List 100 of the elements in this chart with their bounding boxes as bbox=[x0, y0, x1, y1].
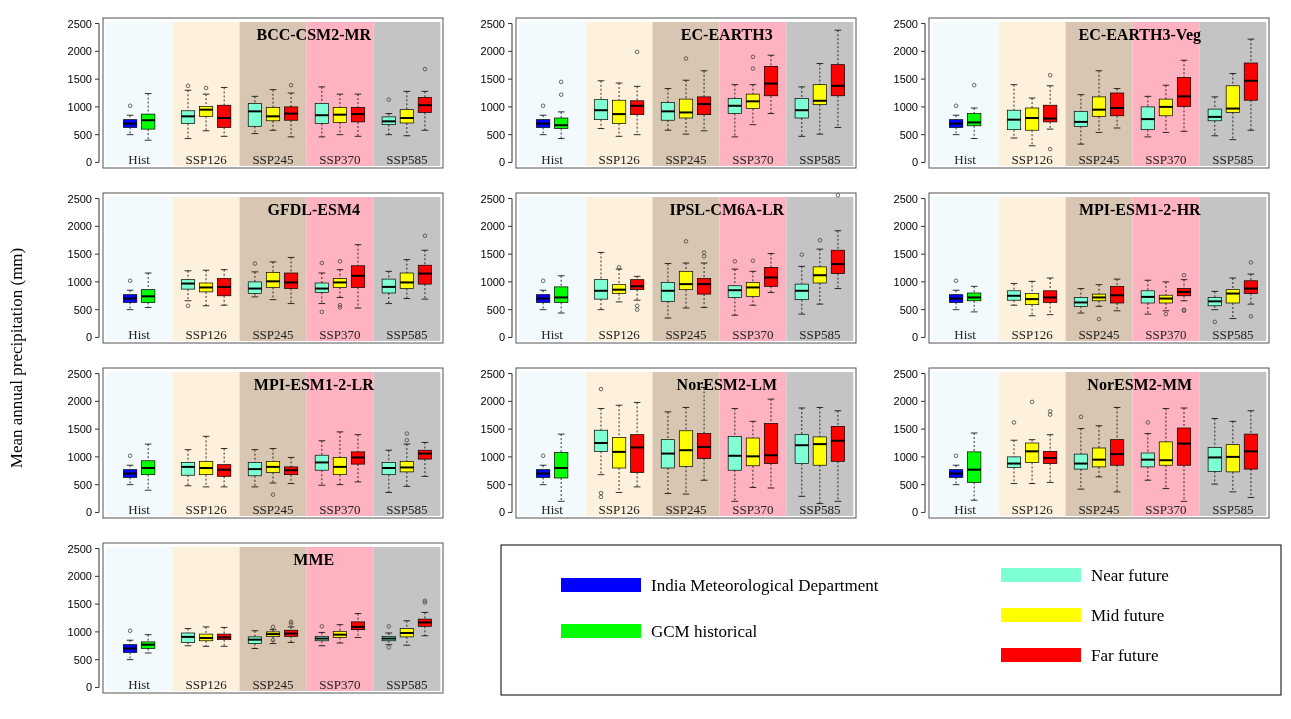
x-tick-label: SSP370 bbox=[732, 327, 774, 342]
x-tick-label: Hist bbox=[128, 327, 151, 342]
y-tick-label: 2000 bbox=[67, 395, 92, 408]
x-tick-label: SSP585 bbox=[1212, 502, 1254, 517]
x-tick-label: SSP585 bbox=[1212, 327, 1254, 342]
legend-label: Near future bbox=[1091, 566, 1169, 585]
y-tick-label: 1500 bbox=[480, 248, 505, 261]
y-tick-label: 500 bbox=[899, 303, 918, 316]
text: EC-EARTH3 bbox=[680, 26, 773, 44]
y-tick-label: 2000 bbox=[480, 220, 505, 233]
text: GFDL-ESM4 bbox=[267, 201, 361, 219]
y-tick-label: 1000 bbox=[480, 450, 505, 463]
y-tick-label: 1500 bbox=[67, 598, 92, 611]
y-tick-label: 500 bbox=[73, 303, 92, 316]
x-tick-label: SSP126 bbox=[185, 152, 228, 167]
y-tick-label: 0 bbox=[85, 506, 92, 519]
x-tick-label: SSP585 bbox=[386, 327, 428, 342]
y-tick-label: 0 bbox=[911, 506, 918, 519]
x-tick-label: SSP126 bbox=[1011, 327, 1054, 342]
x-tick-label: SSP585 bbox=[386, 677, 428, 692]
y-tick-label: 0 bbox=[498, 156, 505, 169]
y-tick-label: 1000 bbox=[480, 100, 505, 113]
x-tick-label: SSP126 bbox=[598, 327, 641, 342]
y-tick-label: 500 bbox=[73, 478, 92, 491]
x-tick-label: SSP585 bbox=[799, 502, 841, 517]
y-tick-label: 1000 bbox=[893, 100, 918, 113]
y-tick-label: 500 bbox=[899, 128, 918, 141]
x-tick-label: SSP245 bbox=[252, 152, 294, 167]
y-tick-label: 2500 bbox=[67, 367, 92, 380]
y-tick-label: 0 bbox=[498, 331, 505, 344]
y-tick-label: 1500 bbox=[480, 73, 505, 86]
y-tick-label: 2000 bbox=[67, 220, 92, 233]
x-tick-label: Hist bbox=[128, 677, 151, 692]
y-tick-label: 1000 bbox=[67, 450, 92, 463]
x-tick-label: SSP370 bbox=[319, 152, 361, 167]
text: BCC-CSM2-MR bbox=[256, 26, 372, 44]
y-tick-label: 500 bbox=[486, 478, 505, 491]
x-tick-label: SSP585 bbox=[386, 502, 428, 517]
y-tick-label: 0 bbox=[498, 506, 505, 519]
x-tick-label: SSP370 bbox=[732, 152, 774, 167]
y-tick-label: 1500 bbox=[893, 248, 918, 261]
x-tick-label: SSP370 bbox=[1145, 152, 1187, 167]
x-tick-label: SSP245 bbox=[252, 677, 294, 692]
x-tick-label: SSP370 bbox=[732, 502, 774, 517]
x-tick-label: Hist bbox=[128, 152, 151, 167]
x-tick-label: Hist bbox=[954, 502, 977, 517]
x-tick-label: Hist bbox=[954, 152, 977, 167]
x-tick-label: SSP126 bbox=[185, 327, 228, 342]
y-tick-label: 1500 bbox=[67, 423, 92, 436]
x-tick-label: SSP245 bbox=[252, 327, 294, 342]
y-tick-label: 2000 bbox=[893, 395, 918, 408]
x-tick-label: SSP245 bbox=[665, 327, 707, 342]
x-tick-label: Hist bbox=[954, 327, 977, 342]
y-tick-label: 500 bbox=[73, 653, 92, 666]
y-axis-title: Mean annual precipitation (mm) bbox=[7, 247, 26, 469]
x-tick-label: Hist bbox=[128, 502, 151, 517]
y-tick-label: 2000 bbox=[893, 45, 918, 58]
y-tick-label: 2500 bbox=[893, 192, 918, 205]
x-tick-label: SSP370 bbox=[319, 677, 361, 692]
text: MME bbox=[293, 551, 335, 569]
y-tick-label: 0 bbox=[85, 156, 92, 169]
x-tick-label: Hist bbox=[541, 152, 564, 167]
y-tick-label: 0 bbox=[85, 681, 92, 694]
x-tick-label: SSP126 bbox=[1011, 152, 1054, 167]
y-tick-label: 1500 bbox=[893, 423, 918, 436]
y-tick-label: 2000 bbox=[893, 220, 918, 233]
y-tick-label: 2500 bbox=[480, 192, 505, 205]
x-tick-label: SSP126 bbox=[598, 502, 641, 517]
x-tick-label: Hist bbox=[541, 327, 564, 342]
legend-label: India Meteorological Department bbox=[651, 576, 879, 595]
x-tick-label: SSP585 bbox=[799, 152, 841, 167]
y-tick-label: 500 bbox=[486, 303, 505, 316]
y-tick-label: 1500 bbox=[67, 248, 92, 261]
y-tick-label: 1000 bbox=[893, 450, 918, 463]
y-tick-label: 0 bbox=[911, 331, 918, 344]
x-tick-label: SSP585 bbox=[1212, 152, 1254, 167]
y-tick-label: 2500 bbox=[893, 367, 918, 380]
text: NorESM2-MM bbox=[1087, 376, 1193, 394]
x-tick-label: SSP126 bbox=[1011, 502, 1054, 517]
y-tick-label: 2500 bbox=[893, 17, 918, 30]
x-tick-label: SSP370 bbox=[319, 327, 361, 342]
y-tick-label: 2000 bbox=[480, 45, 505, 58]
x-tick-label: SSP370 bbox=[319, 502, 361, 517]
y-tick-label: 500 bbox=[73, 128, 92, 141]
y-tick-label: 2500 bbox=[480, 17, 505, 30]
legend-label: Far future bbox=[1091, 646, 1159, 665]
text: MPI-ESM1-2-LR bbox=[253, 376, 375, 394]
x-tick-label: SSP245 bbox=[1078, 327, 1120, 342]
y-tick-label: 2500 bbox=[67, 192, 92, 205]
x-tick-label: SSP126 bbox=[185, 677, 228, 692]
y-tick-label: 1000 bbox=[67, 625, 92, 638]
text: EC-EARTH3-Veg bbox=[1078, 26, 1201, 45]
y-tick-label: 2000 bbox=[480, 395, 505, 408]
y-tick-label: 1000 bbox=[480, 275, 505, 288]
y-tick-label: 2500 bbox=[67, 17, 92, 30]
text: NorESM2-LM bbox=[676, 376, 778, 394]
x-tick-label: SSP126 bbox=[185, 502, 228, 517]
y-tick-label: 2000 bbox=[67, 570, 92, 583]
x-tick-label: Hist bbox=[541, 502, 564, 517]
x-tick-label: SSP245 bbox=[665, 502, 707, 517]
